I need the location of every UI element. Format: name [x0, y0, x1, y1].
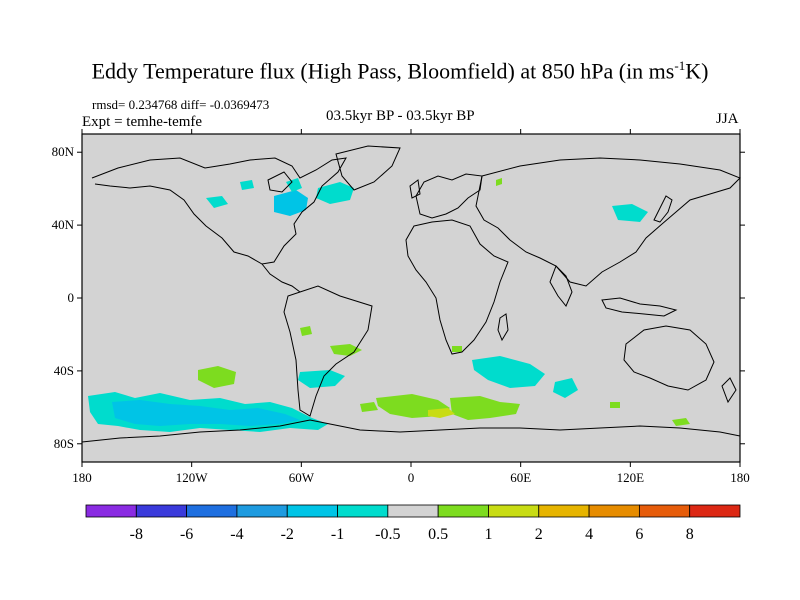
green-patch-arctic	[496, 178, 502, 186]
cyan-patch-south-atlantic	[298, 370, 345, 388]
cyan-patch-south-indian	[472, 356, 545, 388]
lon-label: 120E	[617, 470, 645, 485]
colorbar-swatch	[236, 504, 288, 518]
green-patch-south-africa	[450, 396, 520, 420]
axes: 80N 40N 0 40S 80S 180 120W 60W 0 60E 120E 180	[52, 129, 750, 485]
colorbar-label: -0.5	[375, 526, 400, 543]
colorbar-swatch	[286, 504, 338, 518]
colorbar-swatch	[638, 504, 691, 518]
colorbar-label: 6	[635, 526, 643, 543]
colorbar-swatch	[135, 504, 188, 518]
cyan-patch-north-atlantic	[316, 182, 354, 204]
season-label: JJA	[716, 111, 739, 127]
green-patch-indian	[452, 346, 462, 352]
green-patch-south-central	[610, 402, 620, 408]
colorbar-swatch	[387, 504, 439, 518]
cyan-patch-southern-ocean-east	[553, 378, 578, 398]
colorbar-swatch	[437, 504, 489, 518]
coast-europe	[415, 173, 483, 219]
green-patch-south-pacific	[198, 366, 236, 388]
colorbar-swatch	[538, 504, 590, 518]
colorbar-swatch	[588, 504, 640, 518]
colorbar-label: -2	[281, 526, 294, 543]
cyan-patch-northeast-us	[274, 190, 308, 216]
green-patch-east-pacific	[300, 326, 312, 336]
coast-british-isles	[409, 179, 421, 199]
cyan-patch-alaska	[206, 196, 228, 208]
lat-label: 0	[68, 290, 75, 305]
coast-central-america	[261, 263, 301, 293]
coastlines	[81, 145, 741, 443]
colorbar-swatch	[689, 504, 741, 518]
colorbar: -8 -6 -4 -2 -1 -0.5 0.5 1 2 4 6 8	[85, 504, 741, 543]
lon-label: 60E	[510, 470, 531, 485]
coast-africa	[405, 219, 509, 355]
coast-asia	[475, 157, 741, 287]
green-patch-small-south	[360, 402, 378, 412]
lat-label: 80S	[54, 436, 74, 451]
lon-label: 180	[72, 470, 92, 485]
lon-label: 180	[730, 470, 750, 485]
cyan-patch-arctic-canada	[240, 180, 254, 190]
colorbar-label: -8	[130, 526, 143, 543]
colorbar-label: -1	[331, 526, 344, 543]
anomaly-patches	[88, 178, 690, 432]
cyan-patch-hudson	[286, 178, 302, 192]
coast-north-america	[91, 157, 347, 265]
colorbar-label: 2	[535, 526, 543, 543]
lon-label: 60W	[289, 470, 315, 485]
plot-title: Eddy Temperature flux (High Pass, Bloomf…	[91, 58, 709, 84]
coast-antarctica	[81, 419, 741, 443]
colorbar-label: -4	[230, 526, 243, 543]
coast-new-zealand	[721, 377, 737, 404]
lon-label: 0	[408, 470, 415, 485]
colorbar-label: 1	[484, 526, 492, 543]
yellow-patch-south-africa	[428, 408, 455, 418]
coast-uk-hudson-bay	[267, 171, 293, 193]
lat-label: 40S	[54, 363, 74, 378]
coast-madagascar	[497, 313, 509, 342]
colorbar-label: 8	[686, 526, 694, 543]
period-label: 03.5kyr BP - 03.5kyr BP	[326, 108, 475, 124]
coast-indonesia	[601, 297, 678, 317]
lat-label: 40N	[52, 217, 75, 232]
lat-label: 80N	[52, 144, 75, 159]
cyan-patch-east-asia	[612, 204, 648, 222]
lon-label: 120W	[176, 470, 209, 485]
coast-greenland	[335, 145, 401, 191]
coast-australia	[623, 325, 715, 391]
colorbar-label: 4	[585, 526, 593, 543]
colorbar-label: 0.5	[428, 526, 448, 543]
colorbar-swatch	[488, 504, 540, 518]
green-patch-tasman	[672, 418, 690, 426]
cyan-patch-south-pacific-core	[112, 400, 300, 426]
colorbar-swatch	[186, 504, 238, 518]
colorbar-swatch	[337, 504, 389, 518]
colorbar-swatch	[85, 504, 137, 518]
coast-japan	[653, 195, 673, 223]
coast-india	[549, 265, 573, 307]
coast-south-america	[283, 285, 373, 417]
stats-text: rmsd= 0.234768 diff= -0.0369473	[92, 97, 270, 112]
experiment-label: Expt = temhe-temfe	[82, 114, 203, 130]
green-patch-south-atlantic-north	[330, 344, 362, 356]
colorbar-label: -6	[180, 526, 193, 543]
